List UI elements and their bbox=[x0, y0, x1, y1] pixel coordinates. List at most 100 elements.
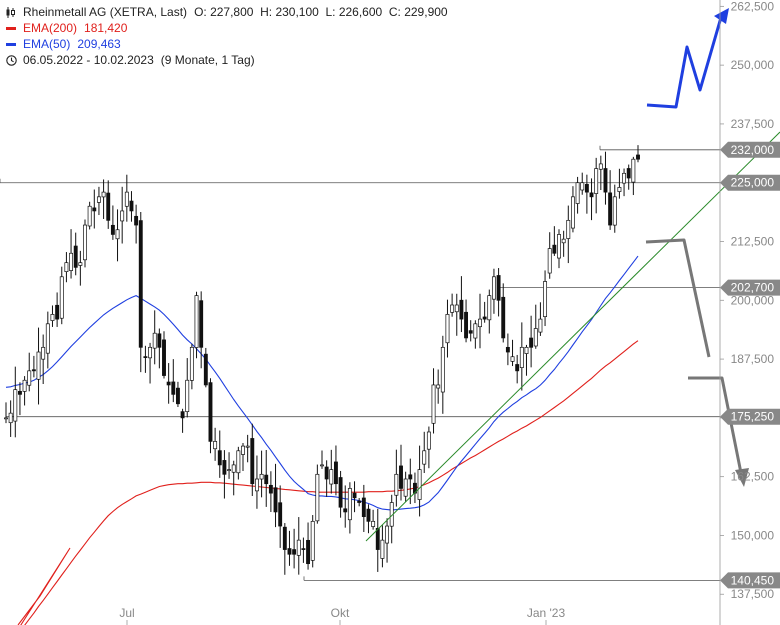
candle-body bbox=[478, 318, 482, 328]
candle-body bbox=[431, 384, 436, 424]
bullish-scenario-arrow bbox=[646, 13, 724, 109]
candle-body bbox=[124, 191, 129, 207]
candle-body bbox=[505, 346, 510, 353]
ema200-value: 181,420 bbox=[84, 21, 128, 35]
clock-icon bbox=[6, 54, 17, 66]
candle-body bbox=[282, 526, 287, 550]
candle-body bbox=[366, 508, 371, 522]
ema50-swatch bbox=[6, 42, 16, 46]
candle-body bbox=[589, 192, 594, 198]
candle-body bbox=[199, 300, 204, 348]
candle-body bbox=[538, 318, 543, 333]
candle-body bbox=[250, 438, 255, 485]
candle-body bbox=[557, 234, 561, 259]
bearish-scenario-arrow-2 bbox=[688, 376, 744, 479]
candle-body bbox=[454, 304, 459, 313]
price-marker-label: 202,700 bbox=[731, 281, 775, 295]
ema50-value: 209,463 bbox=[77, 37, 121, 51]
candle-body bbox=[566, 219, 571, 239]
candle-body bbox=[385, 525, 390, 544]
candle-body bbox=[27, 370, 32, 386]
candle-body bbox=[436, 384, 441, 389]
price-marker-tag bbox=[720, 141, 780, 158]
candle-body bbox=[371, 520, 376, 527]
candle-body bbox=[403, 478, 408, 497]
y-tick-label: 150,000 bbox=[731, 528, 775, 542]
candle-body bbox=[310, 520, 315, 561]
bullish-arrowhead bbox=[714, 8, 729, 24]
candle-body bbox=[333, 461, 338, 485]
support-trendline bbox=[365, 131, 780, 542]
candle-body bbox=[92, 207, 97, 212]
candle-body bbox=[106, 192, 111, 221]
y-tick-label: 237,500 bbox=[731, 117, 775, 131]
candle-body bbox=[162, 339, 166, 376]
candle-body bbox=[547, 248, 552, 274]
bearish-arrowhead bbox=[735, 468, 749, 487]
candle-body bbox=[36, 351, 41, 380]
candle-body bbox=[129, 200, 134, 212]
candle-body bbox=[87, 205, 92, 227]
candle-body bbox=[320, 464, 324, 467]
candle-body bbox=[268, 484, 273, 494]
candle-body bbox=[324, 466, 329, 480]
candle-body bbox=[394, 473, 399, 496]
y-tick-label: 262,500 bbox=[731, 0, 775, 13]
price-marker-label: 232,000 bbox=[731, 143, 775, 157]
candle-body bbox=[69, 252, 74, 271]
candle-body bbox=[482, 316, 487, 320]
candle-body bbox=[4, 417, 8, 420]
ema200-label: EMA(200) bbox=[23, 21, 78, 35]
legend-ema200-row: EMA(200) 181,420 bbox=[6, 20, 448, 36]
x-tick-label: Jan '23 bbox=[527, 606, 566, 620]
candle-body bbox=[208, 382, 213, 442]
candle-body bbox=[55, 304, 60, 320]
candle-body bbox=[603, 168, 608, 193]
candle-body bbox=[148, 346, 153, 359]
candle-body bbox=[561, 238, 566, 244]
candle-body bbox=[64, 262, 69, 272]
candle-body bbox=[59, 276, 64, 319]
candle-body bbox=[83, 224, 87, 261]
trendline-layer bbox=[365, 131, 780, 542]
y-tick-label: 162,500 bbox=[731, 470, 775, 484]
legend-period-row: 06.05.2022 - 10.02.2023 (9 Monate, 1 Tag… bbox=[6, 52, 448, 68]
price-markers: 232,000 225,000 202,700 175,250 140,450 bbox=[720, 141, 780, 589]
candle-body bbox=[417, 469, 422, 500]
candle-body bbox=[510, 356, 515, 362]
period-note: (9 Monate, 1 Tag) bbox=[160, 53, 255, 67]
candle-body bbox=[501, 296, 506, 339]
candle-body bbox=[380, 539, 385, 559]
candle-body bbox=[152, 332, 157, 349]
candle-body bbox=[73, 245, 78, 268]
candle-body bbox=[468, 330, 473, 334]
candle-body bbox=[338, 477, 343, 508]
candle-body bbox=[626, 168, 631, 179]
price-marker-tag bbox=[720, 572, 780, 589]
candle-body bbox=[231, 464, 236, 473]
bearish-scenario-arrow-1 bbox=[645, 238, 711, 358]
candle-body bbox=[254, 478, 259, 492]
candle-body bbox=[180, 411, 185, 419]
candle-body bbox=[157, 333, 162, 348]
price-marker-label: 225,000 bbox=[731, 176, 775, 190]
candle-body bbox=[608, 192, 613, 226]
candle-body bbox=[491, 276, 496, 300]
candle-body bbox=[287, 548, 292, 555]
price-marker-tag bbox=[720, 174, 780, 191]
y-tick-label: 212,500 bbox=[731, 235, 775, 249]
price-axis: 137,500150,000162,500175,000187,500200,0… bbox=[719, 0, 775, 625]
candle-body bbox=[185, 379, 190, 413]
x-tick-label: Jul bbox=[119, 606, 134, 620]
ohlc-values: O: 227,800 H: 230,100 L: 226,600 C: 229,… bbox=[194, 5, 448, 19]
candle-body bbox=[50, 314, 55, 321]
candle-body bbox=[594, 168, 599, 194]
candle-body bbox=[273, 487, 278, 513]
candle-body bbox=[357, 500, 362, 503]
candle-body bbox=[524, 346, 529, 354]
y-tick-label: 200,000 bbox=[731, 293, 775, 307]
candle-body bbox=[399, 465, 403, 489]
candle-body bbox=[41, 346, 46, 360]
candle-body bbox=[134, 215, 139, 226]
